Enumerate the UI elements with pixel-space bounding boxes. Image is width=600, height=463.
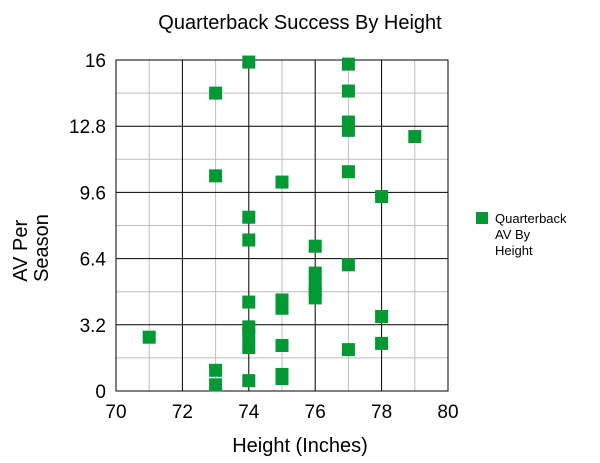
data-point xyxy=(242,341,256,355)
data-point xyxy=(375,310,389,324)
data-point xyxy=(308,266,322,280)
data-points xyxy=(142,55,422,392)
data-point xyxy=(375,336,389,350)
x-tick-label: 76 xyxy=(305,402,326,423)
y-axis-title-line-1: AV Per xyxy=(10,220,32,282)
data-point xyxy=(341,343,355,357)
legend-label: Quarterback AV By Height xyxy=(495,211,570,258)
plot-frame xyxy=(115,59,449,392)
data-point xyxy=(341,258,355,272)
data-point xyxy=(242,295,256,309)
data-point xyxy=(341,57,355,71)
legend-label-line-2: AV By xyxy=(495,227,531,242)
data-point xyxy=(275,175,289,189)
y-tick-label: 6.4 xyxy=(80,250,107,271)
data-point xyxy=(209,86,223,100)
y-axis-title-line-2: Season xyxy=(31,214,53,282)
data-point xyxy=(242,374,256,388)
y-axis-title: AV Per Season xyxy=(10,214,53,282)
data-point xyxy=(242,233,256,247)
x-tick-label: 80 xyxy=(437,402,458,423)
data-point xyxy=(341,165,355,179)
x-tick-label: 72 xyxy=(172,402,193,423)
data-point xyxy=(408,130,422,144)
legend: Quarterback AV By Height xyxy=(476,211,570,258)
data-point xyxy=(375,190,389,204)
chart-title: Quarterback Success By Height xyxy=(158,12,442,34)
data-point xyxy=(142,330,156,344)
data-point xyxy=(308,291,322,305)
y-tick-label: 12.8 xyxy=(69,117,106,138)
grid-minor xyxy=(116,60,448,391)
x-tick-labels: 70 72 74 76 78 80 xyxy=(105,402,458,423)
data-point xyxy=(242,328,256,342)
y-tick-label: 9.6 xyxy=(80,183,106,204)
data-point xyxy=(242,55,256,69)
data-point xyxy=(341,123,355,137)
y-tick-label: 16 xyxy=(85,51,106,72)
x-tick-label: 78 xyxy=(371,402,392,423)
legend-label-line-1: Quarterback xyxy=(495,211,567,226)
legend-label-line-3: Height xyxy=(495,243,533,258)
legend-marker xyxy=(476,212,488,224)
data-point xyxy=(275,372,289,386)
data-point xyxy=(275,338,289,352)
data-point xyxy=(209,378,223,392)
data-point xyxy=(341,84,355,98)
data-point xyxy=(308,239,322,253)
data-point xyxy=(242,210,256,224)
data-point xyxy=(209,363,223,377)
data-point xyxy=(275,301,289,315)
x-axis-title: Height (Inches) xyxy=(232,435,368,457)
y-tick-label: 3.2 xyxy=(80,316,106,337)
y-tick-label: 0 xyxy=(95,382,106,403)
y-tick-labels: 0 3.2 6.4 9.6 12.8 16 xyxy=(69,51,106,403)
x-tick-label: 70 xyxy=(105,402,126,423)
x-tick-label: 74 xyxy=(238,402,260,423)
data-point xyxy=(209,169,223,183)
